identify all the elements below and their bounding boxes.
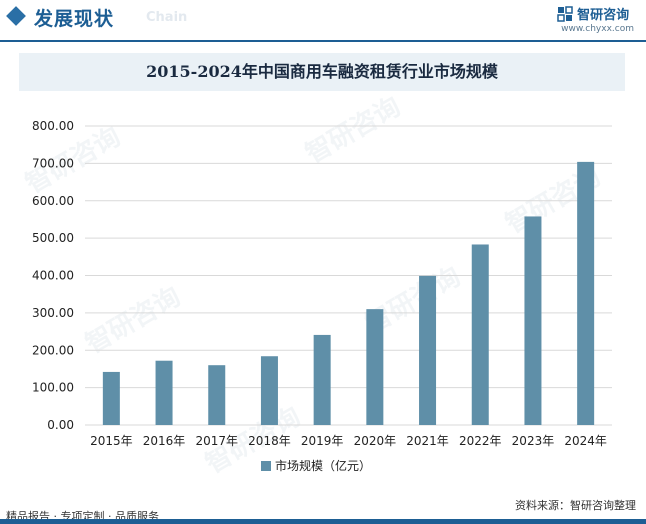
x-tick-label: 2020年 — [354, 434, 397, 448]
y-tick-label: 200.00 — [32, 343, 74, 357]
x-tick-label: 2018年 — [248, 434, 291, 448]
bar — [366, 309, 384, 425]
chart-title: 2015-2024年中国商用车融资租赁行业市场规模 — [146, 62, 498, 81]
brand-url[interactable]: www.chyxx.com — [561, 24, 634, 34]
bar — [260, 356, 278, 425]
bar — [102, 371, 120, 425]
legend-swatch — [261, 461, 271, 471]
page-header: 发展现状 Chain 智研咨询 www.chyxx.com — [0, 0, 646, 40]
bar — [524, 216, 542, 425]
header-divider — [0, 40, 646, 42]
legend-label: 市场规模（亿元） — [275, 458, 371, 473]
bar — [208, 365, 226, 425]
x-tick-label: 2016年 — [143, 434, 186, 448]
y-tick-label: 100.00 — [32, 381, 74, 395]
bar — [313, 334, 331, 425]
y-tick-label: 0.00 — [47, 418, 74, 432]
y-tick-label: 700.00 — [32, 156, 74, 170]
x-tick-label: 2015年 — [90, 434, 133, 448]
bar — [419, 275, 437, 425]
footer-divider — [0, 519, 646, 524]
y-tick-label: 600.00 — [32, 194, 74, 208]
y-tick-label: 400.00 — [32, 269, 74, 283]
bar — [577, 161, 595, 425]
data-source: 资料来源：智研咨询整理 — [515, 499, 636, 512]
section-title-en: Chain — [146, 10, 188, 25]
brand-name: 智研咨询 — [577, 8, 630, 23]
x-tick-label: 2023年 — [512, 434, 555, 448]
y-tick-label: 800.00 — [32, 119, 74, 133]
x-tick-label: 2017年 — [195, 434, 238, 448]
y-tick-label: 300.00 — [32, 306, 74, 320]
bar — [155, 360, 173, 425]
brand-logo-icon — [557, 5, 573, 22]
x-tick-label: 2024年 — [564, 434, 607, 448]
x-tick-label: 2022年 — [459, 434, 502, 448]
chart-title-bar: 2015-2024年中国商用车融资租赁行业市场规模 — [19, 53, 625, 91]
section-title: 发展现状 — [34, 8, 115, 30]
y-tick-label: 500.00 — [32, 231, 74, 245]
x-tick-label: 2019年 — [301, 434, 344, 448]
brand: 智研咨询 www.chyxx.com — [557, 4, 634, 34]
x-tick-label: 2021年 — [406, 434, 449, 448]
bar — [471, 244, 489, 425]
